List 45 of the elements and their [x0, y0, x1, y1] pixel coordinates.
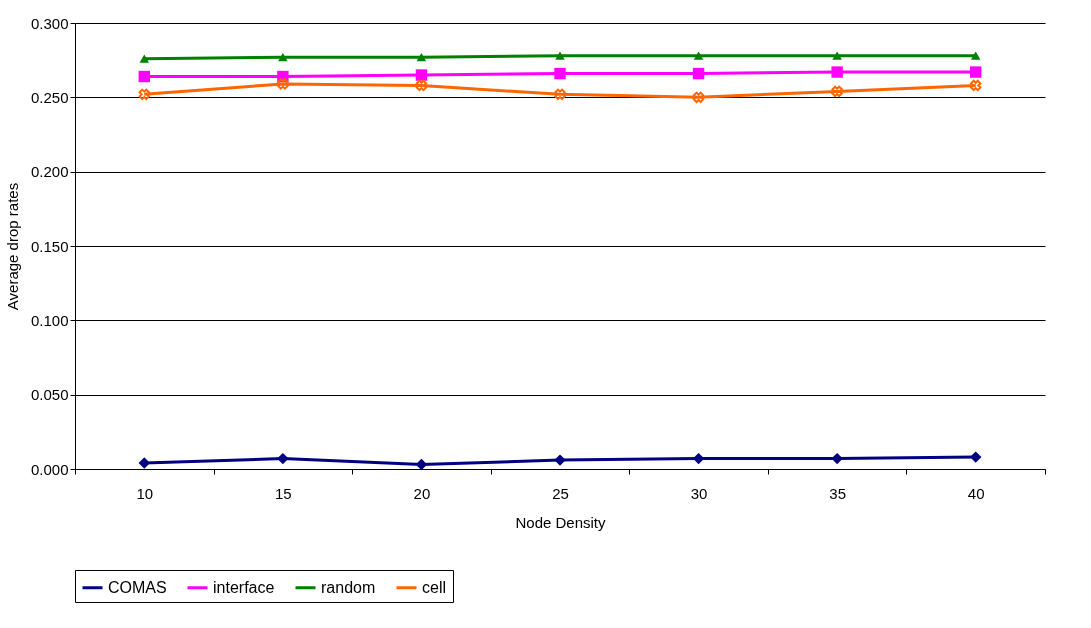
- point: [416, 53, 427, 62]
- point: [692, 67, 705, 80]
- legend-label: COMAS: [108, 578, 167, 596]
- legend-label: random: [321, 578, 376, 596]
- point: [138, 88, 150, 101]
- point: [970, 79, 982, 92]
- point: [831, 66, 843, 78]
- point: [554, 454, 566, 466]
- y-tick-label: 0.250: [30, 88, 69, 106]
- point: [555, 51, 565, 60]
- point: [970, 51, 981, 60]
- point: [832, 51, 842, 60]
- point: [415, 458, 428, 471]
- point: [415, 79, 428, 92]
- point: [138, 457, 150, 469]
- point: [970, 451, 982, 463]
- x-tick-label: 10: [136, 484, 154, 502]
- point: [692, 91, 705, 104]
- x-tick-label: 20: [413, 484, 431, 502]
- y-tick-label: 0.200: [30, 163, 69, 181]
- legend-label: interface: [213, 578, 275, 596]
- point: [415, 69, 428, 81]
- y-tick-label: 0.050: [30, 386, 69, 404]
- x-tick-label: 35: [829, 484, 846, 502]
- x-axis-title: Node Density: [515, 513, 607, 531]
- point: [278, 53, 288, 62]
- point: [554, 88, 566, 101]
- x-tick-label: 30: [690, 484, 708, 502]
- point: [277, 78, 289, 90]
- point: [970, 66, 982, 78]
- x-tick-label: 15: [275, 484, 292, 502]
- point: [831, 85, 843, 98]
- point: [277, 452, 289, 465]
- x-tick-label: 25: [552, 484, 569, 502]
- legend-label: cell: [422, 578, 447, 596]
- x-tick-label: 40: [967, 484, 985, 502]
- point: [693, 51, 704, 60]
- point: [139, 54, 150, 63]
- point: [138, 70, 150, 83]
- y-tick-label: 0.300: [30, 14, 69, 32]
- point: [554, 67, 566, 80]
- y-tick-label: 0.100: [30, 311, 69, 329]
- y-tick-label: 0.150: [30, 237, 69, 255]
- y-tick-label: 0.000: [30, 460, 69, 478]
- y-axis-title: Average drop rates: [3, 182, 21, 311]
